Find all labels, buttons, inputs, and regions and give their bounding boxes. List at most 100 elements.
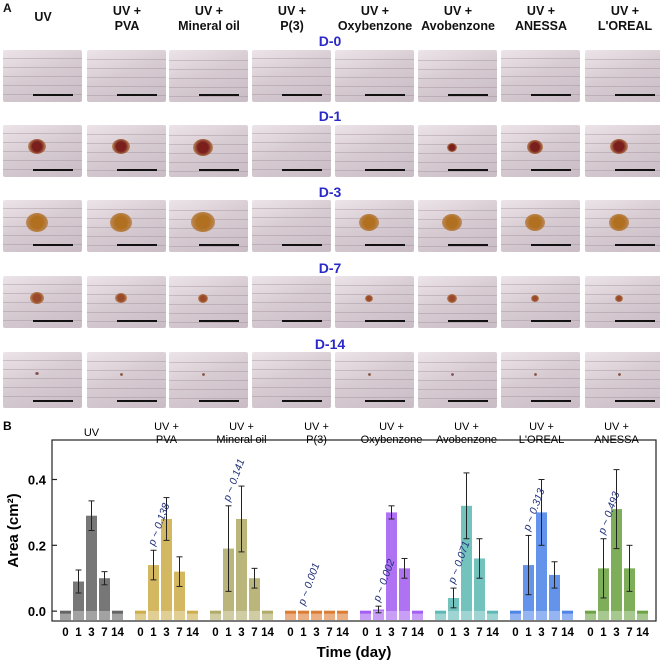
bar-base [435, 611, 446, 620]
scale-bar [282, 169, 322, 171]
bar-base [86, 611, 97, 620]
skin-wrinkle [418, 60, 497, 61]
bar [161, 518, 172, 612]
skin-wrinkle [501, 284, 580, 285]
skin-wrinkle [501, 58, 580, 59]
skin-wrinkle [87, 209, 166, 210]
scale-bar [448, 94, 488, 96]
x-tick-label: 7 [551, 627, 557, 639]
wound-mark [533, 372, 537, 376]
skin-wrinkle [585, 388, 660, 389]
skin-wrinkle [335, 161, 414, 162]
skin-wrinkle [87, 312, 166, 313]
bar [236, 518, 247, 612]
skin-photo [501, 125, 580, 177]
wound-mark [610, 139, 628, 155]
scale-bar [282, 244, 322, 246]
group-title: UV + [529, 421, 554, 433]
y-tick-label: 0.4 [28, 472, 47, 487]
skin-wrinkle [252, 67, 331, 68]
skin-wrinkle [169, 286, 248, 287]
x-tick-label: 1 [150, 627, 157, 639]
scale-bar [33, 400, 73, 402]
bar [73, 581, 84, 612]
skin-wrinkle [169, 210, 248, 211]
skin-wrinkle [418, 162, 497, 163]
group-title: UV + [154, 421, 179, 433]
skin-wrinkle [501, 369, 580, 370]
scale-bar [117, 244, 157, 246]
skin-wrinkle [418, 87, 497, 88]
x-tick-label: 0 [287, 627, 293, 639]
wound-mark [447, 142, 457, 152]
skin-wrinkle [169, 362, 248, 363]
skin-wrinkle [87, 68, 166, 69]
scale-bar [199, 94, 239, 96]
skin-wrinkle [335, 236, 414, 237]
skin-photo [87, 276, 166, 328]
wound-mark [450, 372, 454, 376]
skin-wrinkle [169, 246, 248, 247]
skin-wrinkle [252, 133, 331, 134]
x-tick-label: 14 [486, 627, 499, 639]
scale-bar [531, 169, 571, 171]
wound-mark [112, 139, 130, 155]
x-tick-label: 1 [600, 627, 607, 639]
skin-wrinkle [169, 389, 248, 390]
skin-wrinkle [252, 151, 331, 152]
skin-wrinkle [87, 379, 166, 380]
skin-wrinkle [252, 302, 331, 303]
skin-wrinkle [501, 293, 580, 294]
skin-wrinkle [87, 370, 166, 371]
skin-photo [585, 50, 660, 102]
wound-mark [30, 292, 44, 305]
skin-wrinkle [87, 134, 166, 135]
bar-base [448, 611, 459, 620]
skin-wrinkle [252, 387, 331, 388]
skin-wrinkle [252, 142, 331, 143]
skin-wrinkle [335, 285, 414, 286]
skin-wrinkle [501, 160, 580, 161]
skin-wrinkle [585, 86, 660, 87]
skin-wrinkle [169, 313, 248, 314]
skin-wrinkle [335, 77, 414, 78]
skin-wrinkle [3, 284, 82, 285]
column-header: UV + Avobenzone [421, 4, 495, 33]
skin-wrinkle [418, 153, 497, 154]
skin-wrinkle [169, 96, 248, 97]
skin-wrinkle [252, 396, 331, 397]
skin-wrinkle [335, 312, 414, 313]
skin-wrinkle [585, 361, 660, 362]
x-tick-label: 0 [437, 627, 443, 639]
skin-photo [3, 200, 82, 252]
skin-wrinkle [501, 387, 580, 388]
skin-wrinkle [501, 76, 580, 77]
skin-photo [169, 125, 248, 177]
skin-wrinkle [501, 360, 580, 361]
skin-wrinkle [418, 246, 497, 247]
skin-wrinkle [501, 311, 580, 312]
bar-base [474, 611, 485, 620]
y-tick-label: 0.2 [28, 538, 46, 553]
skin-photo [169, 200, 248, 252]
bar-base [174, 611, 185, 620]
group-title: UV + [229, 421, 254, 433]
bar-base [412, 611, 423, 620]
skin-wrinkle [585, 236, 660, 237]
wound-mark [615, 294, 623, 302]
skin-wrinkle [335, 134, 414, 135]
skin-photo [585, 200, 660, 252]
scale-bar [365, 94, 405, 96]
group-title: ANESSA [594, 434, 639, 446]
skin-wrinkle [87, 152, 166, 153]
x-tick-label: 14 [186, 627, 199, 639]
bar-base [262, 611, 273, 620]
x-tick-label: 3 [388, 627, 394, 639]
bar-base [637, 611, 648, 620]
column-header: UV + ANESSA [514, 4, 568, 33]
bar-base [324, 611, 335, 620]
x-tick-label: 7 [626, 627, 632, 639]
wound-mark [365, 294, 373, 302]
x-tick-label: 7 [176, 627, 182, 639]
x-tick-label: 3 [538, 627, 544, 639]
